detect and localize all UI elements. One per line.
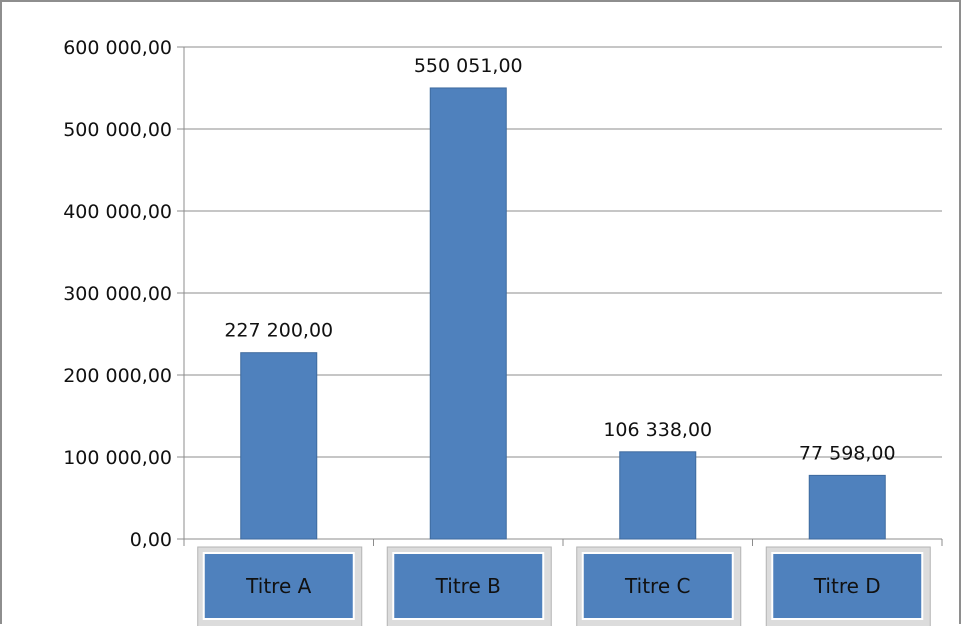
category-box bbox=[581, 552, 734, 620]
category-box bbox=[392, 552, 545, 620]
data-label: 227 200,00 bbox=[224, 320, 333, 342]
data-label: 106 338,00 bbox=[603, 419, 712, 441]
bars bbox=[240, 87, 886, 540]
bar-titre-d bbox=[808, 474, 886, 540]
y-tick-label: 0,00 bbox=[130, 529, 172, 551]
x-category-label: Titre C bbox=[624, 574, 690, 598]
category-labels: Titre A Titre B Titre C Titre D bbox=[197, 546, 931, 626]
data-label: 77 598,00 bbox=[799, 442, 896, 464]
x-category-label: Titre A bbox=[245, 574, 311, 598]
y-tick-label: 600 000,00 bbox=[63, 37, 172, 59]
y-tick-label: 200 000,00 bbox=[63, 365, 172, 387]
bar-titre-c bbox=[619, 451, 697, 540]
data-label: 550 051,00 bbox=[414, 55, 523, 77]
y-tick-label: 400 000,00 bbox=[63, 201, 172, 223]
category-box bbox=[202, 552, 355, 620]
bar-titre-a bbox=[240, 352, 318, 540]
y-tick-label: 300 000,00 bbox=[63, 283, 172, 305]
y-tick-label: 100 000,00 bbox=[63, 447, 172, 469]
data-labels: 227 200,00 550 051,00 106 338,00 77 598,00 bbox=[224, 55, 895, 464]
category-box bbox=[771, 552, 924, 620]
x-category-label: Titre B bbox=[435, 574, 501, 598]
x-category-label: Titre D bbox=[813, 574, 881, 598]
y-tick-labels: 0,00 100 000,00 200 000,00 300 000,00 400 00… bbox=[63, 37, 172, 551]
y-tick-label: 500 000,00 bbox=[63, 119, 172, 141]
bar-titre-b bbox=[429, 87, 507, 540]
